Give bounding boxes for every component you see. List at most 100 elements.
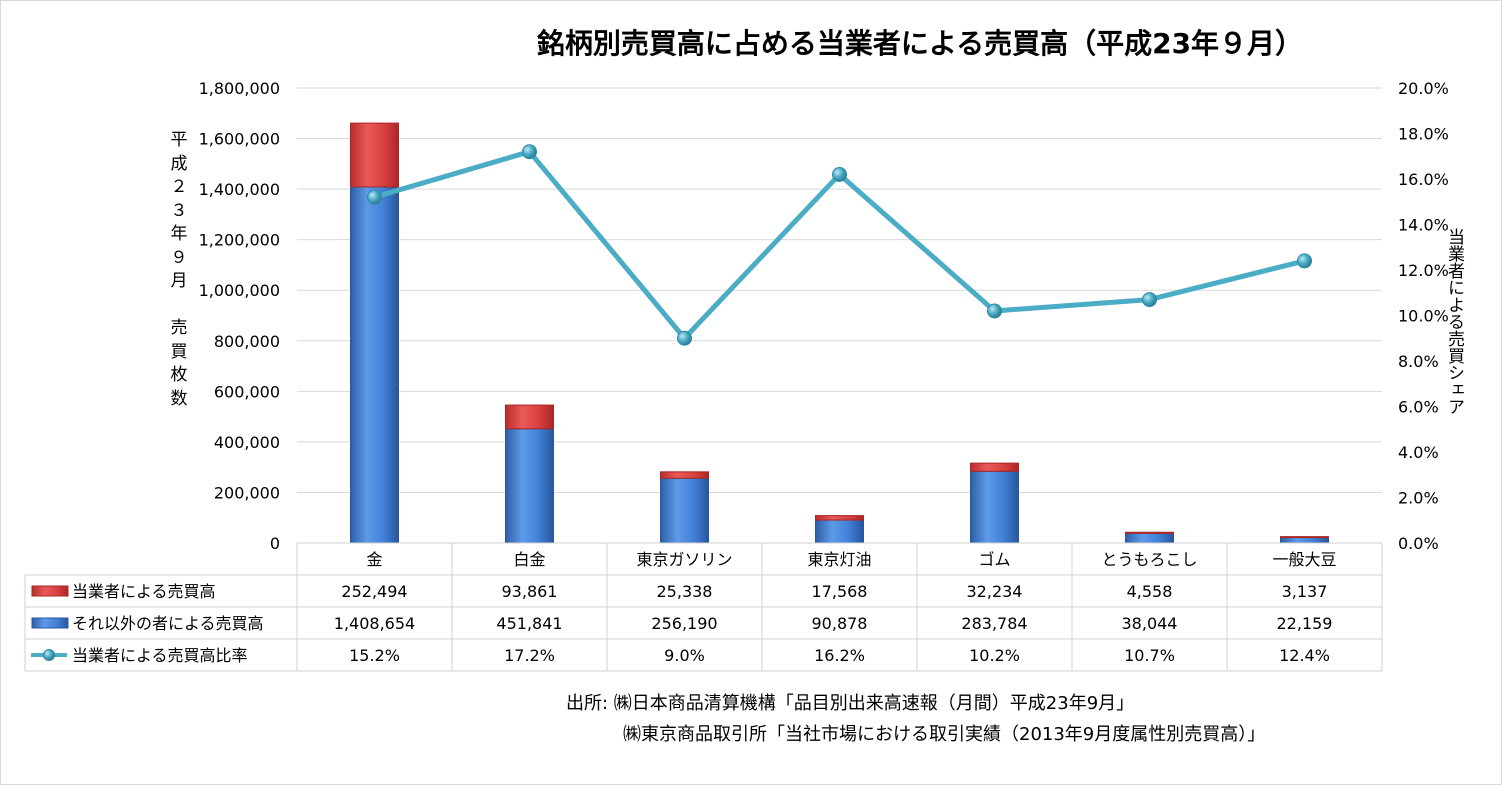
category-label: 一般大豆 [1272, 550, 1336, 569]
y2-tick-label: 0.0% [1398, 534, 1439, 553]
y-axis-left-label-char: 年 [170, 224, 188, 244]
bar-other-4 [970, 470, 1019, 544]
y-axis-left-label-char: 枚 [170, 365, 188, 385]
y-axis-left-label-char: ９ [170, 247, 188, 268]
y-axis-left-label-char: 買 [170, 341, 188, 362]
category-label: ゴム [978, 550, 1010, 569]
bar-other-0 [350, 186, 399, 544]
ratio-point-3 [832, 166, 847, 182]
y2-tick-label: 18.0% [1398, 125, 1449, 144]
bar-trader-5 [1125, 531, 1174, 534]
table-cell: 32,234 [967, 582, 1023, 601]
bar-trader-1 [505, 404, 554, 430]
legend-label: それ以外の者による売買高 [72, 614, 264, 633]
table-cell: 10.7% [1124, 646, 1175, 665]
y-axis-left-label-char: 数 [170, 388, 188, 409]
y2-tick-label: 10.0% [1398, 307, 1449, 326]
source-line-2: ㈱東京商品取引所「当社市場における取引実績（2013年9月度属性別売買高）」 [623, 724, 1266, 745]
table-cell: 16.2% [814, 646, 865, 665]
y-tick-label: 0 [270, 534, 280, 553]
y-tick-label: 200,000 [214, 483, 280, 502]
legend-label: 当業者による売買高比率 [72, 646, 248, 665]
category-label: 金 [366, 550, 382, 569]
bar-other-5 [1125, 532, 1174, 544]
ratio-point-0 [367, 189, 382, 205]
bar-trader-6 [1280, 536, 1329, 539]
table-cell: 256,190 [651, 614, 717, 633]
ratio-point-1 [522, 144, 537, 160]
table-cell: 283,784 [961, 614, 1027, 633]
y-axis-left-label: 平成 ２ ３ 年 ９ 月売買枚数 [168, 132, 190, 414]
source-line-1: 出所: ㈱日本商品清算機構「品目別出来高速報（月間）平成23年9月」 [566, 693, 1135, 714]
y-tick-label: 800,000 [214, 332, 280, 351]
y-axis-left-label-char: 成 [170, 153, 188, 174]
bar-trader-3 [815, 515, 864, 521]
y-axis-left-label-char: 平 [170, 130, 188, 150]
y-axis-left-label-char: 売 [170, 318, 188, 338]
category-label: 東京ガソリン [636, 550, 732, 569]
table-cell: 12.4% [1279, 646, 1330, 665]
table-cell: 451,841 [496, 614, 562, 633]
ratio-line [367, 144, 1312, 346]
bar-trader-2 [660, 471, 709, 479]
table-cell: 25,338 [657, 582, 713, 601]
table-cell: 1,408,654 [334, 614, 415, 633]
legend-label: 当業者による売買高 [72, 582, 216, 601]
table-cell: 4,558 [1127, 582, 1173, 601]
y2-tick-label: 4.0% [1398, 443, 1439, 462]
y-tick-label: 1,400,000 [199, 180, 280, 199]
legend-key-ratio-dot [43, 649, 55, 661]
y-tick-label: 400,000 [214, 433, 280, 452]
chart-title: 銘柄別売買高に占める当業者による売買高（平成23年９月） [536, 27, 1304, 60]
y-tick-label: 600,000 [214, 382, 280, 401]
bar-trader-4 [970, 462, 1019, 472]
ratio-point-4 [987, 303, 1002, 319]
table-cell: 252,494 [341, 582, 407, 601]
y2-tick-label: 20.0% [1398, 79, 1449, 98]
ratio-point-6 [1297, 253, 1312, 269]
table-cell: 38,044 [1122, 614, 1178, 633]
y-axis-left-label-char: 月 [170, 271, 188, 291]
category-label: 東京灯油 [807, 550, 871, 569]
y-tick-label: 1,200,000 [199, 231, 280, 250]
category-label: とうもろこし [1101, 550, 1197, 569]
legend-key-trader [31, 585, 69, 597]
y2-tick-label: 2.0% [1398, 489, 1439, 508]
y-tick-label: 1,800,000 [199, 79, 280, 98]
table-cell: 17,568 [812, 582, 868, 601]
source-note: 出所: ㈱日本商品清算機構「品目別出来高速報（月間）平成23年9月」 ㈱東京商品… [566, 688, 1265, 750]
y-axis-right-label: 当業者による売買シェア [1444, 228, 1464, 415]
y-axis-right: 0.0% 2.0% 4.0% 6.0% 8.0% 10.0% 12.0% 14.0% 16.0%… [1398, 79, 1449, 553]
category-label: 白金 [513, 550, 545, 569]
y-axis-left-label-char [168, 297, 190, 321]
y-axis-left-label-char: ３ [170, 200, 188, 221]
y2-tick-label: 16.0% [1398, 170, 1449, 189]
legend-key-other [31, 617, 69, 629]
bar-other-3 [815, 519, 864, 544]
y2-tick-label: 12.0% [1398, 261, 1449, 280]
bars [350, 122, 1329, 544]
y2-tick-label: 8.0% [1398, 352, 1439, 371]
table-cell: 17.2% [504, 646, 555, 665]
bar-other-1 [505, 428, 554, 544]
table-cell: 3,137 [1282, 582, 1328, 601]
table-cell: 9.0% [664, 646, 705, 665]
y-tick-label: 1,000,000 [199, 281, 280, 300]
ratio-point-2 [677, 330, 692, 346]
ratio-point-5 [1142, 292, 1157, 308]
y-axis-left: 0 200,000 400,000 600,000 800,000 1,000,000 1,… [199, 79, 280, 553]
y-axis-left-label-char: ２ [170, 177, 188, 197]
gridlines [297, 87, 1382, 544]
bar-other-2 [660, 477, 709, 544]
table-cell: 93,861 [502, 582, 558, 601]
y2-tick-label: 14.0% [1398, 216, 1449, 235]
bar-trader-0 [350, 122, 399, 188]
y2-tick-label: 6.0% [1398, 398, 1439, 417]
table-cell: 90,878 [812, 614, 868, 633]
y-tick-label: 1,600,000 [199, 130, 280, 149]
table-cell: 10.2% [969, 646, 1020, 665]
bar-other-6 [1280, 536, 1329, 544]
table-cell: 22,159 [1277, 614, 1333, 633]
